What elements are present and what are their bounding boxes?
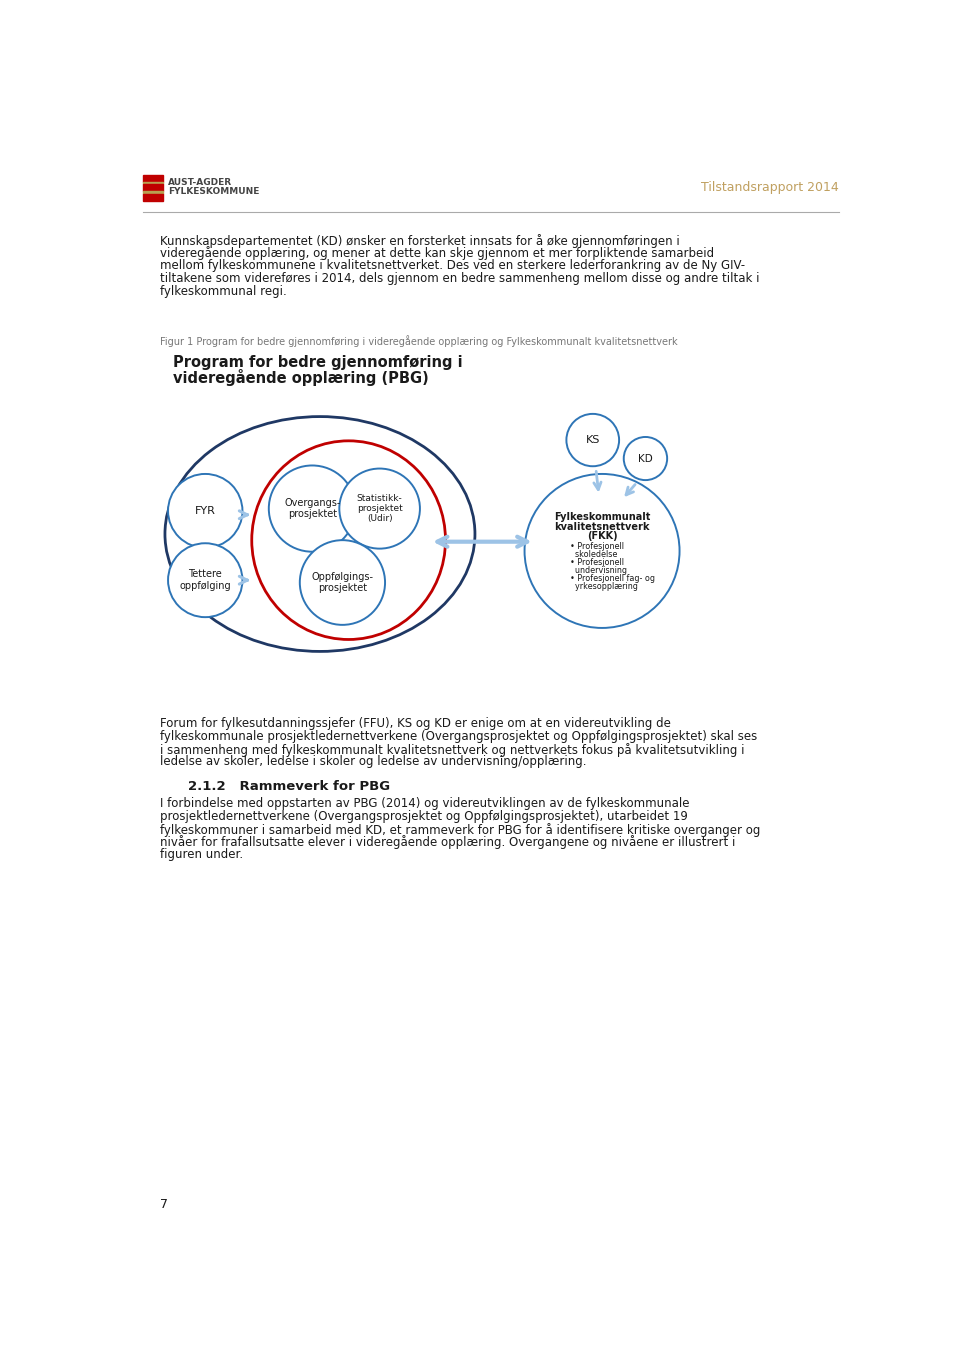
Text: nivåer for frafallsutsatte elever i videregående opplæring. Overgangene og nivåe: nivåer for frafallsutsatte elever i vide…: [160, 836, 735, 849]
Text: fylkeskommunale prosjektledernettverkene (Overgangsprosjektet og Oppfølgingspros: fylkeskommunale prosjektledernettverkene…: [160, 730, 757, 743]
Circle shape: [168, 474, 243, 548]
Circle shape: [339, 469, 420, 548]
Text: Kunnskapsdepartementet (KD) ønsker en forsterket innsats for å øke gjennomføring: Kunnskapsdepartementet (KD) ønsker en fo…: [160, 234, 680, 248]
Text: • Profesjonell fag- og: • Profesjonell fag- og: [569, 574, 655, 584]
Bar: [143, 193, 163, 200]
Text: Forum for fylkesutdanningssjefer (FFU), KS og KD er enige om at en videreutvikli: Forum for fylkesutdanningssjefer (FFU), …: [160, 718, 671, 730]
Text: FYR: FYR: [195, 506, 216, 516]
Text: i sammenheng med fylkeskommunalt kvalitetsnettverk og nettverkets fokus på kvali: i sammenheng med fylkeskommunalt kvalite…: [160, 743, 745, 756]
Text: AUST-AGDER: AUST-AGDER: [168, 178, 232, 188]
Text: KS: KS: [586, 436, 600, 445]
Text: Figur 1 Program for bedre gjennomføring i videregående opplæring og Fylkeskommun: Figur 1 Program for bedre gjennomføring …: [160, 336, 678, 347]
Text: fylkeskommuner i samarbeid med KD, et rammeverk for PBG for å identifisere kriti: fylkeskommuner i samarbeid med KD, et ra…: [160, 823, 760, 837]
Text: undervisning: undervisning: [569, 566, 627, 575]
Text: mellom fylkeskommunene i kvalitetsnettverket. Des ved en sterkere lederforankrin: mellom fylkeskommunene i kvalitetsnettve…: [160, 259, 745, 273]
Text: FYLKESKOMMUNE: FYLKESKOMMUNE: [168, 188, 259, 196]
Text: • Profesjonell: • Profesjonell: [569, 558, 623, 567]
Text: tiltakene som videreføres i 2014, dels gjennom en bedre sammenheng mellom disse : tiltakene som videreføres i 2014, dels g…: [160, 271, 759, 285]
Text: (FKK): (FKK): [587, 532, 617, 541]
Circle shape: [269, 466, 355, 552]
Text: Program for bedre gjennomføring i: Program for bedre gjennomføring i: [173, 355, 463, 370]
Bar: [143, 185, 163, 192]
Circle shape: [624, 437, 667, 480]
Text: kvalitetsnettverk: kvalitetsnettverk: [554, 522, 650, 532]
Circle shape: [168, 544, 243, 616]
Circle shape: [300, 540, 385, 625]
Text: I forbindelse med oppstarten av PBG (2014) og videreutviklingen av de fylkeskomm: I forbindelse med oppstarten av PBG (201…: [160, 797, 690, 810]
Text: fylkeskommunal regi.: fylkeskommunal regi.: [160, 285, 287, 297]
Text: skoledelse: skoledelse: [569, 549, 617, 559]
Circle shape: [524, 474, 680, 627]
Text: prosjektledernettverkene (Overgangsprosjektet og Oppfølgingsprosjektet), utarbei: prosjektledernettverkene (Overgangsprosj…: [160, 810, 688, 823]
Text: Tettere
oppfølging: Tettere oppfølging: [180, 570, 231, 590]
Text: videregående opplæring (PBG): videregående opplæring (PBG): [173, 370, 428, 386]
Text: yrkesopplæring: yrkesopplæring: [569, 582, 637, 590]
Text: Fylkeskommunalt: Fylkeskommunalt: [554, 512, 650, 522]
Text: Statistikk-
prosjektet
(Udir): Statistikk- prosjektet (Udir): [357, 493, 402, 523]
Text: Tilstandsrapport 2014: Tilstandsrapport 2014: [702, 181, 839, 195]
Bar: [143, 175, 163, 182]
Text: 2.1.2   Rammeverk for PBG: 2.1.2 Rammeverk for PBG: [188, 781, 391, 793]
Bar: [143, 192, 163, 193]
Text: 7: 7: [160, 1197, 168, 1211]
Text: ledelse av skoler, ledelse i skoler og ledelse av undervisning/opplæring.: ledelse av skoler, ledelse i skoler og l…: [160, 755, 587, 769]
Text: Overgangs-
prosjektet: Overgangs- prosjektet: [284, 497, 341, 519]
Bar: [143, 182, 163, 185]
Text: videregående opplæring, og mener at dette kan skje gjennom et mer forpliktende s: videregående opplæring, og mener at dett…: [160, 247, 714, 260]
Text: • Profesjonell: • Profesjonell: [569, 541, 623, 551]
Circle shape: [566, 414, 619, 466]
Text: figuren under.: figuren under.: [160, 848, 244, 862]
Text: Oppfølgings-
prosjektet: Oppfølgings- prosjektet: [311, 571, 373, 593]
Text: KD: KD: [638, 453, 653, 463]
